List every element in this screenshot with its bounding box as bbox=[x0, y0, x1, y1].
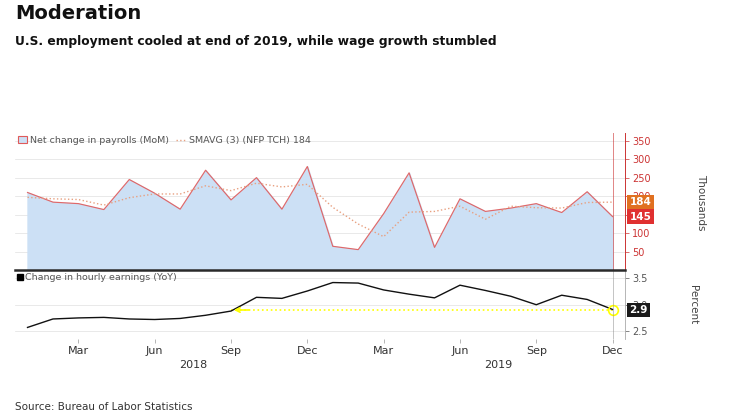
Y-axis label: Thousands: Thousands bbox=[696, 173, 707, 230]
Legend: Net change in payrolls (MoM), SMAVG (3) (NFP TCH) 184: Net change in payrolls (MoM), SMAVG (3) … bbox=[18, 136, 311, 145]
Text: 2018: 2018 bbox=[179, 360, 207, 370]
Y-axis label: Percent: Percent bbox=[687, 285, 698, 324]
Text: 184: 184 bbox=[630, 197, 651, 207]
Text: 2.9: 2.9 bbox=[630, 305, 648, 315]
Text: 2019: 2019 bbox=[484, 360, 512, 370]
Text: 145: 145 bbox=[630, 212, 651, 222]
Text: Source: Bureau of Labor Statistics: Source: Bureau of Labor Statistics bbox=[15, 402, 192, 412]
Text: Moderation: Moderation bbox=[15, 4, 141, 23]
Legend: Change in hourly earnings (YoY): Change in hourly earnings (YoY) bbox=[18, 273, 177, 282]
Text: U.S. employment cooled at end of 2019, while wage growth stumbled: U.S. employment cooled at end of 2019, w… bbox=[15, 35, 497, 48]
